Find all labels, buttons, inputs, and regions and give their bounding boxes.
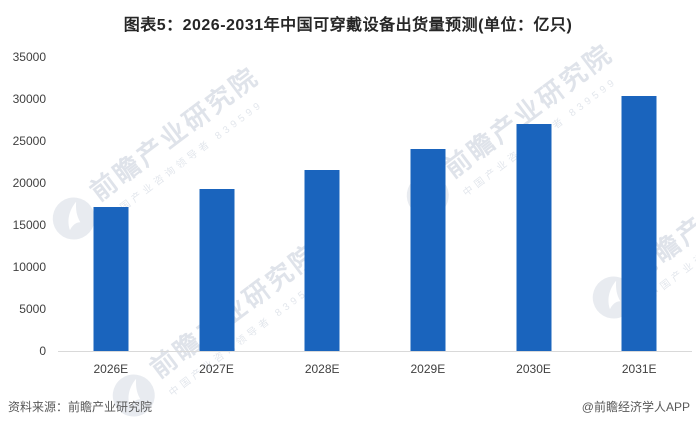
y-tick-label: 10000 <box>12 260 46 274</box>
bar-2029E <box>410 149 446 351</box>
bar-2028E <box>304 170 340 351</box>
chart-title: 图表5：2026-2031年中国可穿戴设备出货量预测(单位：亿只) <box>123 17 573 34</box>
bar-slot: 2028E <box>269 57 375 376</box>
bar-slot: 2026E <box>58 57 164 376</box>
x-tick-label: 2030E <box>516 362 551 376</box>
bar-2030E <box>516 124 552 351</box>
y-tick-label: 5000 <box>19 302 46 316</box>
bar-slot: 2030E <box>481 57 587 376</box>
plot-area: 2026E 2027E 2028E 2029E 2030E 2031E <box>58 57 692 376</box>
x-tick-label: 2026E <box>93 362 129 376</box>
y-tick-label: 0 <box>39 344 46 358</box>
bars-container: 2026E 2027E 2028E 2029E 2030E 2031E <box>58 57 692 376</box>
x-tick-label: 2027E <box>199 362 234 376</box>
y-tick-label: 15000 <box>12 218 46 232</box>
y-axis: 0 5000 10000 15000 20000 25000 30000 35000 <box>0 51 46 357</box>
bar-2031E <box>621 96 657 351</box>
y-tick-label: 35000 <box>12 50 46 64</box>
bar-slot: 2031E <box>586 57 692 376</box>
y-tick-label: 25000 <box>12 134 46 148</box>
x-tick-label: 2031E <box>621 362 657 376</box>
bar-slot: 2029E <box>375 57 481 376</box>
y-tick-label: 20000 <box>12 176 46 190</box>
x-tick-label: 2029E <box>410 362 446 376</box>
bar-2026E <box>93 206 129 351</box>
bar-2027E <box>199 188 234 351</box>
bar-slot: 2027E <box>164 57 270 376</box>
x-tick-label: 2028E <box>304 362 340 376</box>
y-tick-label: 30000 <box>12 92 46 106</box>
source-text: 资料来源：前瞻产业研究院 <box>8 400 153 414</box>
credit-text: @前瞻经济学人APP <box>581 400 690 414</box>
